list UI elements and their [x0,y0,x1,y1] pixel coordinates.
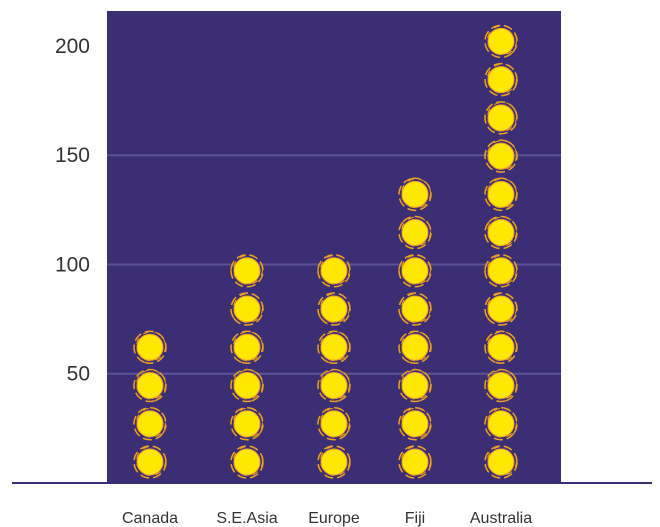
sun-icon [484,292,518,326]
sun-icon [230,368,264,403]
sun-icon [398,368,432,403]
sun-icon [398,407,432,441]
sun-icon [484,24,518,59]
y-tick-label: 150 [55,144,90,167]
sun-icon [484,368,518,403]
sun-icon [133,330,167,365]
plot-area [107,11,561,482]
sun-icon [230,254,264,288]
sun-icon [230,407,264,441]
x-category-label: Canada [122,510,178,527]
y-tick-label: 100 [55,253,90,276]
sun-icon [317,292,351,326]
x-category-label: Europe [308,510,360,527]
sun-icon [398,254,432,288]
sun-icon [398,445,432,479]
sun-icon [230,330,264,365]
sun-icon [230,445,264,479]
sun-icon [398,177,432,212]
sun-icon [317,330,351,365]
sun-icon [230,292,264,326]
sun-icon [484,177,518,212]
sun-icon [398,292,432,326]
sun-icon [317,407,351,441]
sun-icon [484,407,518,441]
y-tick-label: 50 [67,363,90,386]
sun-icon [317,445,351,479]
sun-icon [484,445,518,479]
sun-icon [133,445,167,479]
sun-icon [484,62,518,97]
sun-icon [133,368,167,403]
sun-icon [484,254,518,288]
sun-icon [484,215,518,250]
sun-icon [317,368,351,403]
sun-icon [484,101,518,135]
sun-icon [398,330,432,365]
sun-icon [398,215,432,250]
sun-icon [317,254,351,288]
x-category-label: Fiji [405,510,425,527]
y-tick-label: 200 [55,35,90,58]
x-category-label: Australia [470,510,532,527]
sun-icon [484,139,518,173]
sun-icon [133,407,167,441]
sun-icon [484,330,518,365]
x-category-label: S.E.Asia [216,510,277,527]
